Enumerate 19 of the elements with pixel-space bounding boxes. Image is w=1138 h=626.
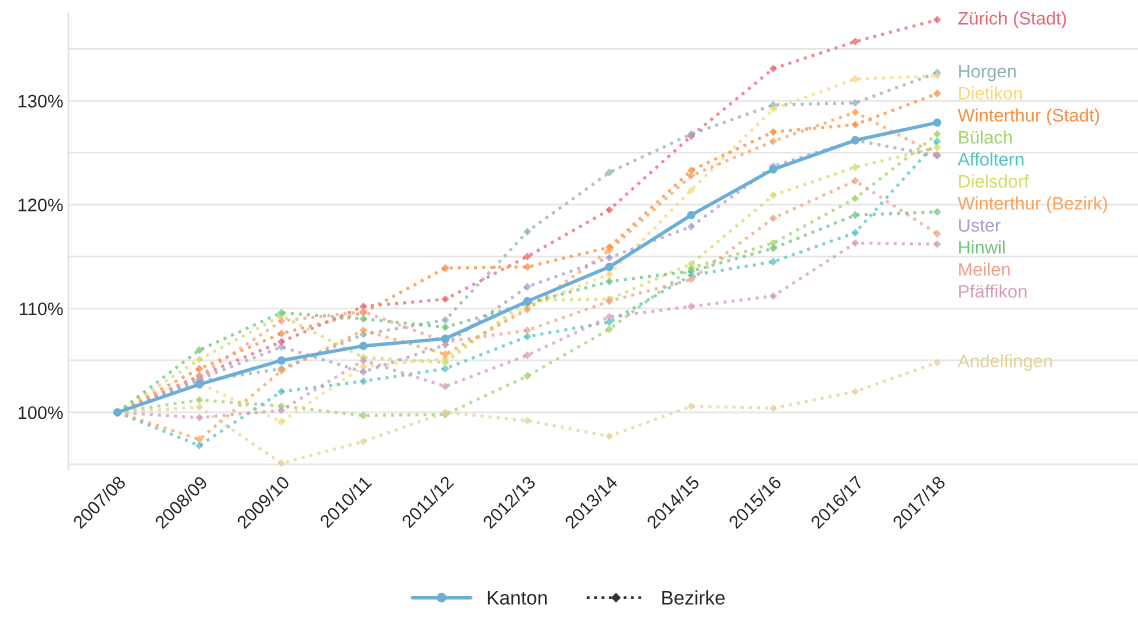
series-label: Zürich (Stadt) bbox=[958, 11, 1066, 29]
y-tick-label: 100% bbox=[18, 406, 63, 420]
text: Winterthur (Bezirk) bbox=[957, 196, 1108, 214]
series-label: Bülach bbox=[959, 130, 1012, 144]
series-label: Horgen bbox=[959, 65, 1016, 82]
y-tick-label: 110% bbox=[19, 302, 63, 316]
text: Pfäffikon bbox=[959, 284, 1027, 298]
text: Bezirke bbox=[662, 590, 725, 605]
series-label: Meilen bbox=[959, 262, 1010, 276]
y-tick-label: 120% bbox=[18, 198, 63, 212]
series-label: Dielsdorf bbox=[959, 174, 1029, 188]
series-label: Winterthur (Stadt) bbox=[957, 108, 1100, 126]
y-tick-label: 130% bbox=[18, 94, 63, 108]
legend-label: Kanton bbox=[487, 591, 547, 605]
text: Uster bbox=[959, 219, 1001, 232]
series-label: Dietikon bbox=[959, 86, 1022, 100]
series-label: Hinwil bbox=[959, 240, 1005, 254]
series-label: Andelfingen bbox=[957, 354, 1052, 371]
series-label: Affoltern bbox=[957, 152, 1024, 166]
